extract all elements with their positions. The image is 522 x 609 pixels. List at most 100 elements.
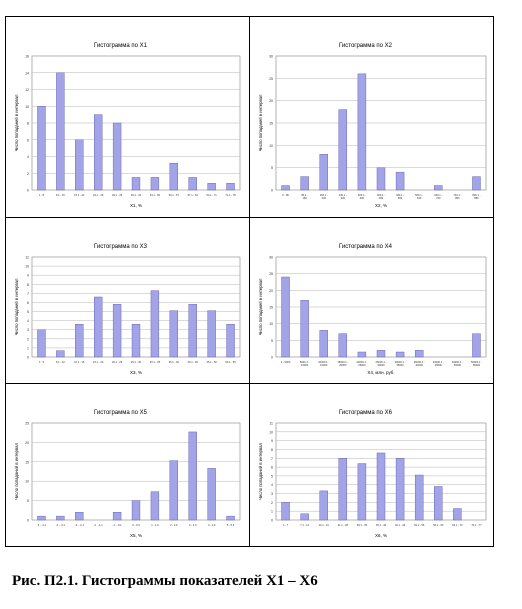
chart-title: Гистограмма по X3 — [94, 244, 148, 250]
x-tick-label: 20,1 - 25 — [112, 360, 123, 364]
x-tick-label-line: 160,1 - — [320, 193, 328, 197]
x-tick-label: -4 - -3,1 — [56, 523, 66, 527]
y-tick-label: 20 — [269, 99, 273, 103]
x-tick-label: 50,1 - 57 — [169, 193, 180, 197]
bar — [94, 114, 103, 191]
y-tick-label: 30 — [269, 55, 273, 59]
y-tick-label: 0 — [271, 356, 273, 360]
x-tick-label-line: 720 — [436, 196, 441, 200]
x-tick-label-line: 40000,1 - — [433, 360, 444, 364]
x-tick-label-line: 240 — [322, 196, 327, 200]
x-tick-label: 5 - 5,9 — [227, 523, 235, 527]
bar — [131, 324, 141, 358]
x-tick-label-line: 20000,1 - — [356, 360, 367, 364]
x-tick-label-line: 15000 — [320, 363, 328, 367]
y-tick-label: 4 — [27, 155, 29, 159]
x-tick-label: 480,1 -560 — [396, 193, 404, 200]
y-tick-label: 10 — [269, 144, 273, 148]
bar — [112, 304, 122, 358]
histogram-x4: Гистограмма по X4 0 5 10 15 20 25 30 1 - 5000 500… — [258, 244, 487, 375]
y-tick-label: 15 — [269, 122, 273, 126]
bar — [112, 512, 122, 521]
x-tick-label: -2 - -1,1 — [94, 523, 104, 527]
y-tick-label: 10 — [269, 430, 273, 434]
x-tick-label: 15,1 - 20 — [93, 360, 104, 364]
chart-title: Гистограмма по X1 — [94, 43, 148, 49]
histogram-x3: Гистограмма по X3 0 1 2 3 4 5 6 7 8 9 10 11 1 - 5 5,1 … — [14, 244, 241, 375]
y-tick-label: 2 — [27, 337, 29, 341]
y-tick-label: 10 — [25, 265, 29, 269]
x-tick-label-line: 320,1 - — [358, 193, 366, 197]
y-tick-label: 0 — [271, 189, 273, 193]
x-tick-label: 50000,1 -55000 — [471, 360, 482, 367]
bar — [37, 329, 46, 358]
x-tick-label-line: 5000,1 - — [300, 360, 310, 364]
x-tick-label: 64,1 - 71 — [207, 193, 218, 197]
x-tick-label: 49,1 - 56 — [414, 523, 425, 527]
x-tick-label-line: 25000,1 - — [376, 360, 387, 364]
x-tick-label-line: 30000,1 - — [395, 360, 406, 364]
y-tick-label: 7 — [271, 457, 273, 461]
bar — [357, 351, 367, 358]
y-tick-label: 5 — [271, 339, 273, 343]
y-tick-label: 2 — [27, 172, 29, 176]
x-tick-label: 40000,1 -45000 — [433, 360, 444, 367]
histogram-x6: Гистограмма по X6 0 1 2 3 4 5 6 7 8 9 10 11 1 - 7 7,1 … — [258, 410, 487, 538]
x-tick-label-line: 55000 — [473, 363, 481, 367]
bar — [56, 350, 65, 358]
x-tick-label: 1 - 8 — [39, 193, 45, 197]
bar — [319, 330, 328, 358]
panel-divider-horizontal — [6, 217, 493, 218]
bar — [376, 350, 386, 358]
bar — [319, 154, 328, 191]
bar — [188, 304, 197, 358]
y-tick-label: 15 — [269, 306, 273, 310]
bar — [376, 452, 386, 521]
y-tick-label: 20 — [25, 441, 29, 445]
x-tick-label-line: 560,1 - — [415, 193, 423, 197]
y-tick-label: 10 — [25, 105, 29, 109]
bar — [434, 185, 443, 191]
y-tick-label: 0 — [27, 356, 29, 360]
x-tick-label: -3 - -2,1 — [75, 523, 85, 527]
bar — [338, 109, 348, 191]
y-tick-label: 14 — [25, 71, 29, 75]
x-tick-label: 22,1 - 29 — [93, 193, 104, 197]
bar — [376, 167, 386, 191]
bar — [37, 515, 46, 521]
y-axis-label: Число попаданий в интервал — [14, 94, 19, 151]
x-tick-label: 7,1 - 14 — [300, 523, 309, 527]
y-tick-label: 25 — [269, 272, 273, 276]
bar — [434, 486, 443, 521]
x-tick-label: 45000,1 -50000 — [452, 360, 463, 367]
y-tick-label: 9 — [271, 439, 273, 443]
x-tick-label: 8,1 - 15 — [56, 193, 65, 197]
y-tick-label: 4 — [27, 319, 29, 323]
y-tick-label: 30 — [269, 256, 273, 260]
x-tick-label-line: 35000,1 - — [414, 360, 425, 364]
y-tick-label: 6 — [271, 466, 273, 470]
bar — [338, 333, 348, 358]
y-tick-label: 12 — [25, 88, 29, 92]
bar — [94, 296, 103, 358]
x-tick-label: 40,1 - 45 — [188, 360, 199, 364]
x-tick-label: 5,1 - 10 — [56, 360, 65, 364]
x-tick-label-line: 800 — [455, 196, 460, 200]
x-tick-label: 50,1 - 55 — [225, 360, 236, 364]
figure-caption: Рис. П2.1. Гистограммы показателей X1 – … — [12, 573, 318, 589]
x-tick-label: -1 - -0,1 — [113, 523, 123, 527]
x-tick-label-line: 15000,1 - — [337, 360, 348, 364]
histogram-x2: Гистограмма по X2 0 5 10 15 20 25 30 0 - 80 80,1 … — [258, 43, 487, 208]
y-tick-label: 0 — [271, 519, 273, 523]
x-axis-label: X3, % — [130, 370, 142, 375]
bar — [169, 162, 178, 191]
x-tick-label: 35000,1 -40000 — [414, 360, 425, 367]
y-tick-label: 3 — [27, 328, 29, 332]
x-axis-label: X1, % — [130, 203, 142, 208]
bar — [395, 351, 405, 358]
bar — [75, 512, 84, 521]
bar — [453, 508, 462, 521]
bar — [338, 458, 348, 521]
histogram-x1: Гистограмма по X1 0 2 4 6 8 10 12 14 16 1 - 8 8,1 -… — [14, 43, 241, 208]
x-tick-label: 1 - 5 — [39, 360, 45, 364]
